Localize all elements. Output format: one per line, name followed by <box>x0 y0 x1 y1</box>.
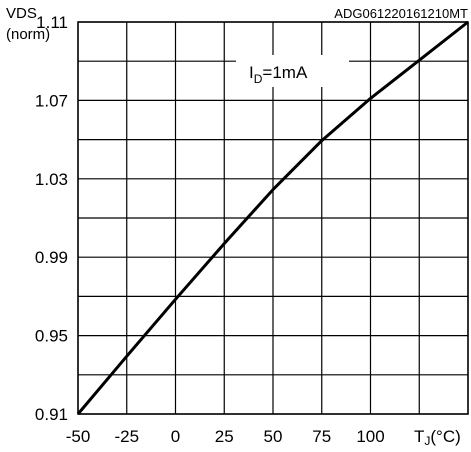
y-axis-label-line1: VDS <box>6 5 37 22</box>
series-line <box>76 20 469 415</box>
annotation-value: =1mA <box>262 63 308 82</box>
x-axis-label: TJ(°C) <box>414 427 461 448</box>
x-axis-label-subscript: J <box>424 434 430 448</box>
y-tick-label: 1.03 <box>35 170 68 189</box>
x-tick-label: 25 <box>215 427 234 446</box>
x-tick-label: 0 <box>171 427 180 446</box>
plot-frame <box>77 21 469 415</box>
y-tick-label: 0.95 <box>35 327 68 346</box>
annotation-background <box>236 55 349 87</box>
y-tick-label: 1.11 <box>36 13 68 32</box>
x-tick-label: 50 <box>264 427 283 446</box>
y-tick-label: 1.07 <box>35 91 68 110</box>
x-tick-label: 100 <box>356 427 384 446</box>
y-tick-label: 0.91 <box>35 405 68 424</box>
x-axis-label-unit: (°C) <box>430 427 460 446</box>
annotation-symbol: I <box>249 63 254 82</box>
chart-code: ADG061220161210MT <box>334 6 468 21</box>
annotation-subscript: D <box>254 72 263 86</box>
x-tick-label: 75 <box>312 427 331 446</box>
annotation-box: ID=1mA <box>236 55 349 87</box>
x-tick-label: -50 <box>66 427 91 446</box>
x-axis-label-symbol: T <box>414 427 424 446</box>
y-axis-label-line2: (norm) <box>6 26 50 43</box>
annotation: ID=1mA <box>249 63 308 86</box>
tick-labels: -50 -25 0 25 50 75 100 0.91 0.95 0.99 1.03 1.07 1.11 <box>35 13 385 446</box>
x-tick-label: -25 <box>114 427 139 446</box>
y-tick-label: 0.99 <box>35 248 68 267</box>
